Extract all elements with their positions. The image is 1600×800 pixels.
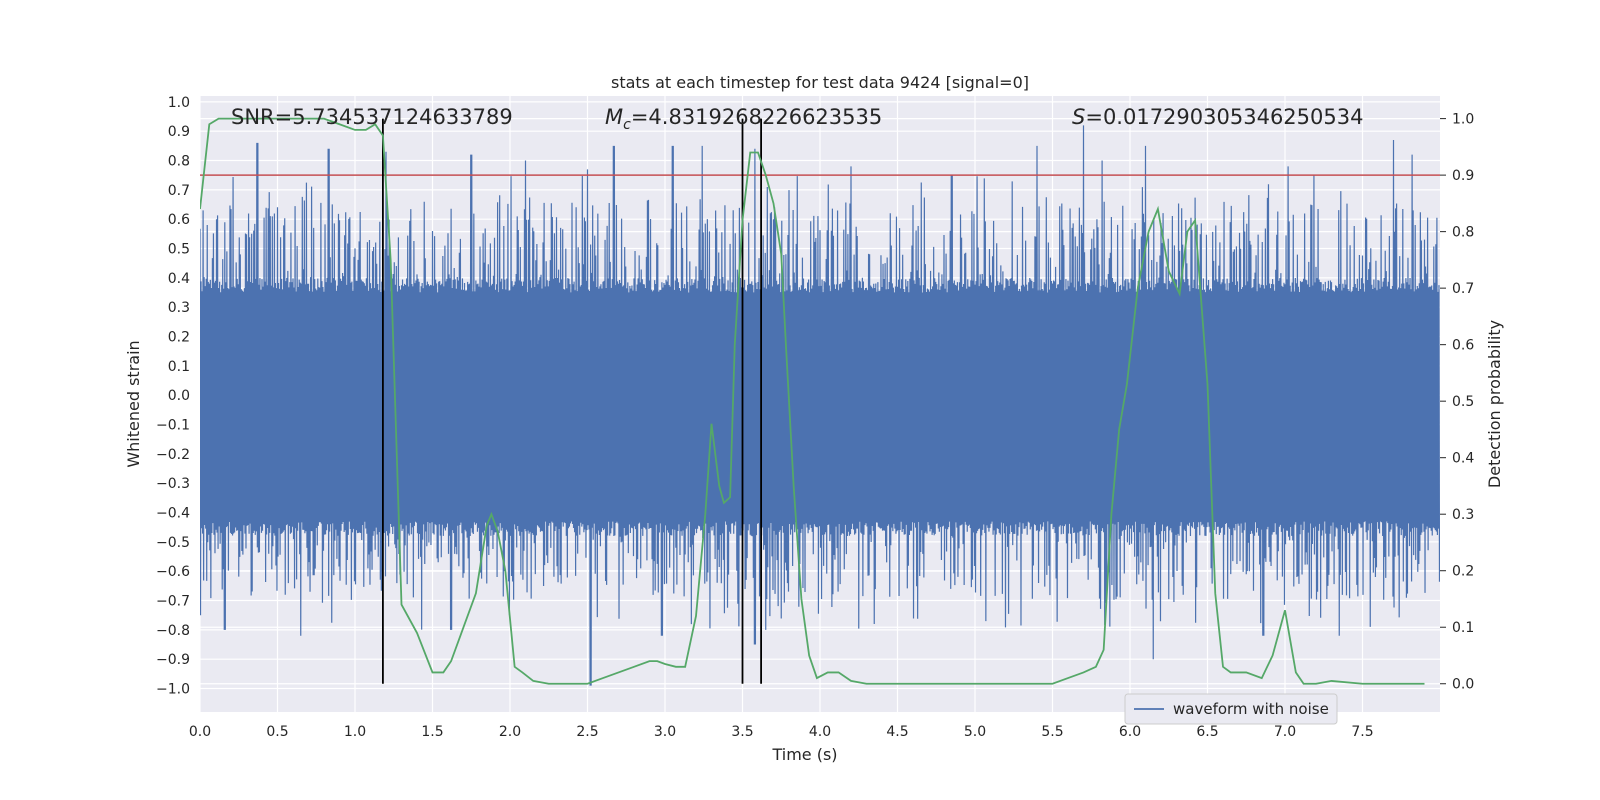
x-tick-label: 4.5 — [886, 724, 908, 740]
y-right-tick-label: 0.1 — [1452, 620, 1474, 636]
y-right-tick-label: 0.9 — [1452, 168, 1474, 184]
y-left-tick-label: −0.9 — [156, 652, 190, 668]
y-left-axis-ticks: 1.0 0.9 0.8 0.7 0.6 0.5 0.4 0.3 0.2 0.1 0.0 −0.1 −0.… — [156, 95, 190, 698]
y-left-tick-label: −1.0 — [156, 682, 190, 698]
y-left-axis-label: Whitened strain — [124, 340, 143, 467]
y-left-tick-label: −0.2 — [156, 447, 190, 463]
y-left-tick-label: 0.4 — [168, 271, 190, 287]
x-tick-label: 2.0 — [499, 724, 521, 740]
x-tick-label: 6.0 — [1119, 724, 1141, 740]
legend: waveform with noise — [1124, 693, 1338, 725]
y-left-tick-label: 0.2 — [168, 330, 190, 346]
x-tick-label: 1.5 — [421, 724, 443, 740]
chirp-mass-symbol: M — [605, 105, 623, 129]
y-left-tick-label: −0.7 — [156, 594, 190, 610]
detection-probability-line — [200, 117, 1425, 685]
y-right-axis-ticks: 0.0 0.1 0.2 0.3 0.4 0.5 0.6 0.7 0.8 0.9 1.0 — [1440, 112, 1474, 693]
x-tick-label: 0.5 — [266, 724, 288, 740]
y-left-tick-label: −0.6 — [156, 564, 190, 580]
x-axis-label: Time (s) — [771, 745, 837, 764]
y-left-tick-label: 0.3 — [168, 300, 190, 316]
x-tick-label: 5.0 — [964, 724, 986, 740]
y-left-tick-label: 1.0 — [168, 95, 190, 111]
waveform-with-noise-line — [200, 125, 1440, 686]
x-tick-label: 3.0 — [654, 724, 676, 740]
x-tick-label: 3.5 — [731, 724, 753, 740]
legend-box — [1124, 693, 1338, 725]
y-right-tick-label: 0.6 — [1452, 338, 1474, 354]
s-symbol: S — [1072, 105, 1085, 129]
y-right-tick-label: 0.7 — [1452, 281, 1474, 297]
y-left-tick-label: −0.4 — [156, 506, 190, 522]
snr-annotation: SNR=5.734537124633789 — [231, 105, 513, 129]
plot-area — [200, 117, 1440, 686]
y-right-tick-label: 1.0 — [1452, 112, 1474, 128]
y-left-tick-label: −0.1 — [156, 418, 190, 434]
x-axis-ticks: 0.0 0.5 1.0 1.5 2.0 2.5 3.0 3.5 4.0 4.5 5.0 5.5 6.0 6… — [189, 724, 1374, 740]
x-tick-label: 7.0 — [1274, 724, 1296, 740]
s-annotation: S=0.017290305346250534 — [1072, 105, 1363, 129]
y-right-tick-label: 0.0 — [1452, 677, 1474, 693]
x-tick-label: 5.5 — [1041, 724, 1063, 740]
chirp-mass-annotation: Mc=4.8319268226623535 — [605, 105, 882, 133]
y-right-tick-label: 0.2 — [1452, 564, 1474, 580]
s-value: =0.017290305346250534 — [1085, 105, 1363, 129]
x-tick-label: 0.0 — [189, 724, 211, 740]
y-left-tick-label: 0.9 — [168, 124, 190, 140]
y-left-tick-label: −0.5 — [156, 535, 190, 551]
x-tick-label: 2.5 — [576, 724, 598, 740]
chart-title: stats at each timestep for test data 942… — [611, 73, 1029, 92]
y-left-tick-label: 0.7 — [168, 183, 190, 199]
chirp-mass-value: =4.8319268226623535 — [631, 105, 882, 129]
y-left-tick-label: 0.1 — [168, 359, 190, 375]
y-right-axis-label: Detection probability — [1485, 320, 1504, 488]
y-left-tick-label: −0.3 — [156, 476, 190, 492]
y-right-tick-label: 0.5 — [1452, 394, 1474, 410]
x-tick-label: 1.0 — [344, 724, 366, 740]
y-left-tick-label: 0.6 — [168, 212, 190, 228]
y-left-tick-label: −0.8 — [156, 623, 190, 639]
y-left-tick-label: 0.0 — [168, 388, 190, 404]
y-right-tick-label: 0.4 — [1452, 451, 1474, 467]
y-left-tick-label: 0.8 — [168, 154, 190, 170]
chirp-mass-subscript: c — [623, 117, 631, 133]
legend-label: waveform with noise — [1173, 700, 1329, 718]
x-tick-label: 4.0 — [809, 724, 831, 740]
y-left-tick-label: 0.5 — [168, 242, 190, 258]
x-tick-label: 6.5 — [1196, 724, 1218, 740]
y-right-tick-label: 0.3 — [1452, 507, 1474, 523]
y-right-tick-label: 0.8 — [1452, 225, 1474, 241]
x-tick-label: 7.5 — [1351, 724, 1373, 740]
